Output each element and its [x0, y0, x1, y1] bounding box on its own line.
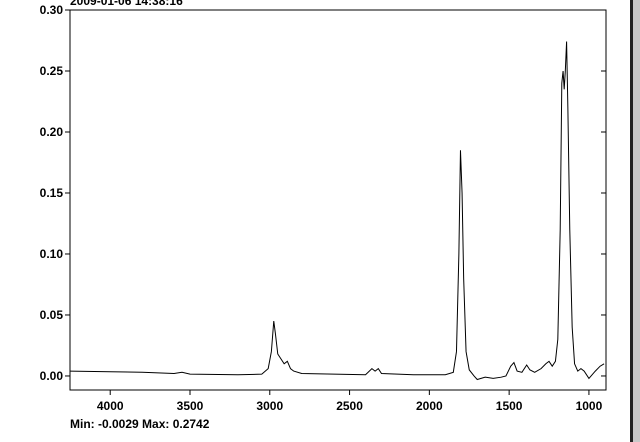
min-max-footer: Min: -0.0029 Max: 0.2742: [70, 417, 210, 431]
x-tick-label: 3000: [256, 399, 283, 413]
plot-frame: [69, 9, 607, 391]
y-tick-label: 0.20: [40, 125, 64, 139]
spectrum-line: [70, 41, 605, 381]
x-tick-label: 1000: [576, 399, 603, 413]
chart-title: 2009-01-06 14:38:16: [70, 0, 183, 8]
y-tick-label: 0.30: [40, 3, 64, 17]
x-tick-label: 4000: [97, 399, 124, 413]
x-tick-label: 1500: [496, 399, 523, 413]
window-border: [630, 0, 633, 442]
window-edge: [633, 0, 640, 442]
x-tick-label: 3500: [177, 399, 204, 413]
y-tick-label: 0.05: [40, 308, 64, 322]
x-tick-label: 2000: [416, 399, 443, 413]
y-tick-label: 0.10: [40, 247, 64, 261]
y-tick-label: 0.00: [40, 369, 64, 383]
x-tick-label: 2500: [336, 399, 363, 413]
y-tick-label: 0.15: [40, 186, 64, 200]
y-tick-label: 0.25: [40, 64, 64, 78]
